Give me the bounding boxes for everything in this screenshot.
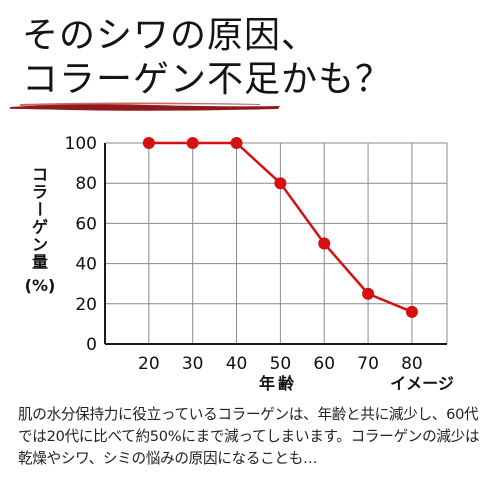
y-axis-unit-label: (%) — [25, 276, 56, 295]
y-axis-label-char: コ — [32, 165, 48, 184]
y-tick-label-100: 100 — [65, 134, 97, 154]
data-point-40 — [230, 137, 243, 149]
chart-grid — [105, 142, 448, 344]
caption-text: 肌の水分保持力に役立っているコラーゲンは、年齢と共に減少し、60代では20代に比… — [18, 406, 480, 467]
y-axis-label-char: ン — [32, 235, 48, 254]
x-tick-label-60: 60 — [313, 354, 335, 374]
chart-axes — [104, 143, 447, 345]
x-tick-label-20: 20 — [138, 354, 160, 374]
y-tick-label-60: 60 — [75, 214, 97, 234]
headline-line-2: コラーゲン不足かも？ — [22, 59, 393, 100]
brush-stroke-streak — [20, 102, 260, 106]
y-axis-label-char: ラ — [32, 183, 48, 202]
brush-stroke-divider — [10, 102, 280, 111]
y-tick-label-0: 0 — [86, 335, 97, 355]
y-tick-label-20: 20 — [75, 295, 97, 315]
data-point-20 — [142, 137, 155, 149]
x-tick-label-30: 30 — [182, 354, 204, 374]
x-tick-label-80: 80 — [401, 354, 423, 374]
x-tick-label-50: 50 — [270, 354, 292, 374]
brush-stroke-main — [10, 104, 280, 111]
y-tick-label-80: 80 — [75, 174, 97, 194]
x-axis-label: 年齢 — [259, 374, 297, 393]
x-tick-label-70: 70 — [357, 354, 379, 374]
x-tick-label-40: 40 — [226, 354, 248, 374]
chart-series — [142, 137, 418, 318]
headline: そのシワの原因、 コラーゲン不足かも？ — [22, 14, 492, 102]
y-axis-label-char: 量 — [32, 253, 48, 272]
data-point-30 — [186, 137, 199, 149]
y-tick-label-40: 40 — [75, 255, 97, 275]
chart-tick-labels: 0 20 40 60 80 100 20 30 40 50 60 70 80 — [65, 134, 423, 374]
headline-line-1: そのシワの原因、 — [22, 15, 319, 56]
y-axis-label-char: ゲ — [32, 218, 48, 237]
data-point-80 — [405, 305, 418, 318]
data-point-60 — [318, 237, 331, 250]
data-point-70 — [362, 287, 375, 300]
y-axis-label-char: ー — [30, 201, 49, 217]
data-point-50 — [274, 177, 287, 190]
image-note-label: イメージ — [390, 374, 454, 393]
